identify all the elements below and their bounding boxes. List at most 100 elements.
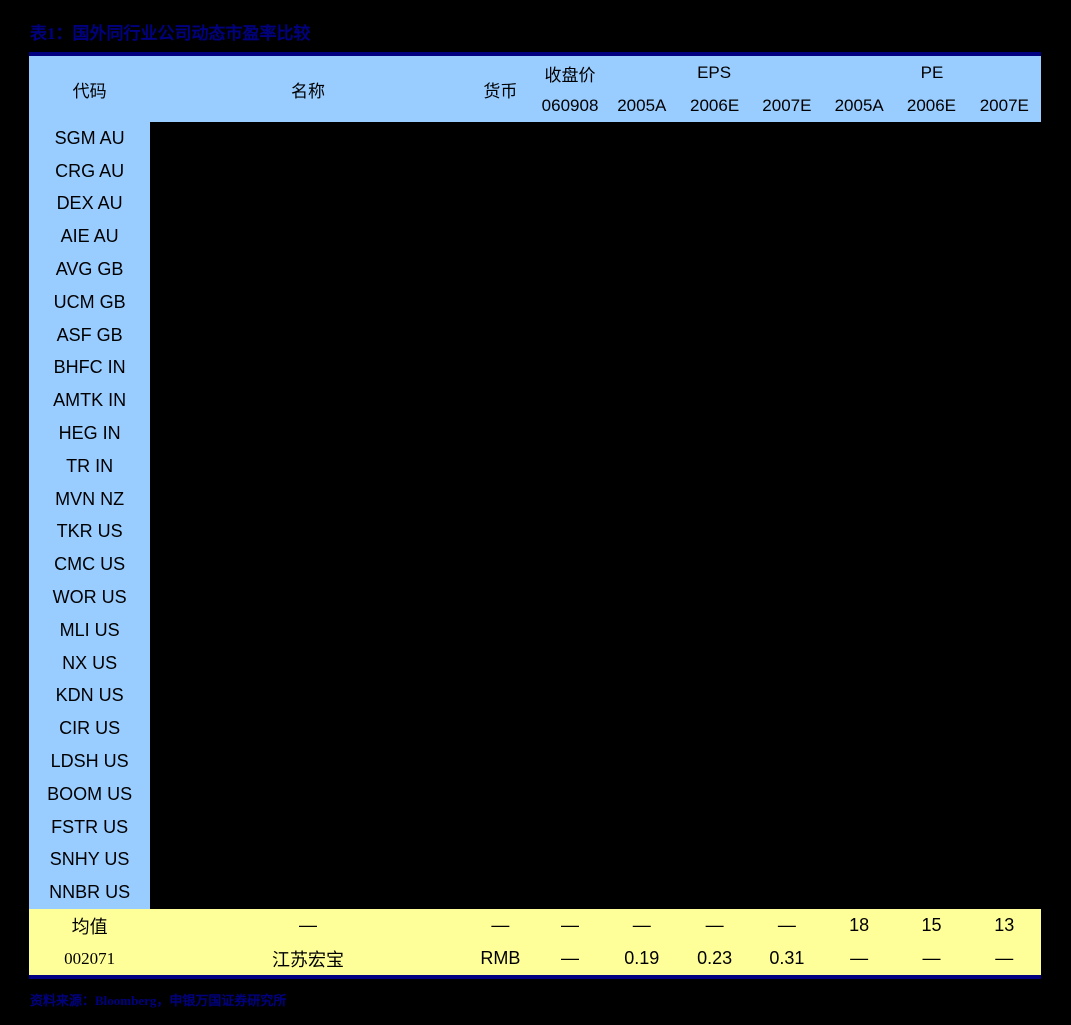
cell-redacted — [150, 843, 1041, 877]
cell-redacted — [150, 351, 1041, 385]
cell-code: AIE AU — [29, 220, 151, 254]
cell-redacted — [150, 449, 1041, 483]
cell-code: ASF GB — [29, 318, 151, 352]
table-row: DEX AU — [29, 187, 1041, 221]
summary-cell-eps-2007e: 0.31 — [750, 942, 824, 978]
summary-row: 均值 — — — — — —18 15 13 — [29, 909, 1041, 943]
header-pe-2007e: 2007E — [967, 90, 1041, 122]
page-title: 表1：国外同行业公司动态市盈率比较 — [30, 24, 311, 43]
table-row: BHFC IN — [29, 351, 1041, 385]
summary-cell-pe-2007e: — — [967, 942, 1041, 978]
summary-row: 002071 江苏宏宝 RMB —0.19 0.23 0.31— — — — [29, 942, 1041, 978]
summary-cell-eps-2007e: — — [750, 909, 824, 943]
summary-cell-eps-2005a: 0.19 — [605, 942, 679, 978]
header-pe-2005a: 2005A — [823, 90, 896, 122]
header-code: 代码 — [29, 54, 151, 122]
summary-cell-eps-2006e: — — [678, 909, 751, 943]
table-body: SGM AU CRG AU DEX AU AIE AU AVG GB UCM GB ASF … — [29, 122, 1041, 910]
table-row: TKR US — [29, 515, 1041, 549]
header-eps-2005a: 2005A — [605, 90, 679, 122]
header-row-secondary: 060908 2005A 2006E 2007E 2005A 2006E 200… — [29, 90, 1041, 122]
comparable-companies-table: 代码 名称 货币 收盘价 EPS PE 060908 2005A 2006E 2… — [29, 52, 1041, 980]
cell-redacted — [150, 679, 1041, 713]
cell-redacted — [150, 810, 1041, 844]
table-row: FSTR US — [29, 810, 1041, 844]
cell-code: BOOM US — [29, 777, 151, 811]
summary-cell-pe-2007e: 13 — [967, 909, 1041, 943]
table-row: ASF GB — [29, 318, 1041, 352]
table-row: NX US — [29, 646, 1041, 680]
table-row: KDN US — [29, 679, 1041, 713]
header-pe-group: PE — [823, 54, 1041, 90]
cell-code: SGM AU — [29, 122, 151, 155]
cell-redacted — [150, 122, 1041, 155]
summary-cell-pe-2006e: — — [895, 942, 968, 978]
summary-cell-currency: RMB — [465, 942, 535, 978]
header-pe-2006e: 2006E — [895, 90, 968, 122]
cell-code: TKR US — [29, 515, 151, 549]
cell-code: CMC US — [29, 548, 151, 582]
table-header: 代码 名称 货币 收盘价 EPS PE 060908 2005A 2006E 2… — [29, 54, 1041, 122]
summary-cell-pe-2005a: — — [823, 942, 896, 978]
cell-code: BHFC IN — [29, 351, 151, 385]
table-row: UCM GB — [29, 285, 1041, 319]
summary-cell-close-price: — — [534, 909, 606, 943]
cell-redacted — [150, 253, 1041, 286]
cell-code: HEG IN — [29, 417, 151, 450]
table-row: AIE AU — [29, 220, 1041, 254]
table-row: LDSH US — [29, 745, 1041, 778]
table-row: TR IN — [29, 449, 1041, 483]
table-row: CIR US — [29, 712, 1041, 746]
cell-code: NNBR US — [29, 876, 151, 910]
cell-code: FSTR US — [29, 810, 151, 844]
table-row: SNHY US — [29, 843, 1041, 877]
cell-redacted — [150, 318, 1041, 352]
cell-redacted — [150, 515, 1041, 549]
cell-redacted — [150, 712, 1041, 746]
table-row: CRG AU — [29, 154, 1041, 188]
cell-code: AMTK IN — [29, 384, 151, 418]
table-row: MLI US — [29, 613, 1041, 647]
cell-code: CIR US — [29, 712, 151, 746]
cell-code: MVN NZ — [29, 482, 151, 516]
header-currency: 货币 — [465, 54, 535, 122]
cell-redacted — [150, 777, 1041, 811]
cell-redacted — [150, 613, 1041, 647]
header-eps-2006e: 2006E — [678, 90, 751, 122]
cell-code: SNHY US — [29, 843, 151, 877]
header-eps-group: EPS — [605, 54, 824, 90]
cell-redacted — [150, 745, 1041, 778]
table-row: HEG IN — [29, 417, 1041, 450]
cell-redacted — [150, 581, 1041, 614]
cell-redacted — [150, 220, 1041, 254]
summary-cell-name: — — [150, 909, 466, 943]
summary-cell-currency: — — [465, 909, 535, 943]
table-row: CMC US — [29, 548, 1041, 582]
summary-cell-eps-2005a: — — [605, 909, 679, 943]
header-row-primary: 代码 名称 货币 收盘价 EPS PE — [29, 54, 1041, 122]
cell-redacted — [150, 187, 1041, 221]
cell-redacted — [150, 876, 1041, 910]
cell-code: KDN US — [29, 679, 151, 713]
table-row: MVN NZ — [29, 482, 1041, 516]
header-close-price: 收盘价 — [534, 54, 606, 90]
cell-code: LDSH US — [29, 745, 151, 778]
cell-code: DEX AU — [29, 187, 151, 221]
table-row: BOOM US — [29, 777, 1041, 811]
cell-code: MLI US — [29, 613, 151, 647]
cell-code: AVG GB — [29, 253, 151, 286]
cell-redacted — [150, 285, 1041, 319]
cell-redacted — [150, 548, 1041, 582]
cell-code: UCM GB — [29, 285, 151, 319]
cell-code: NX US — [29, 646, 151, 680]
table-row: AVG GB — [29, 253, 1041, 286]
table-row: WOR US — [29, 581, 1041, 614]
summary-cell-name: 江苏宏宝 — [150, 942, 466, 978]
cell-redacted — [150, 646, 1041, 680]
summary-cell-code: 002071 — [29, 942, 151, 978]
summary-cell-pe-2005a: 18 — [823, 909, 896, 943]
cell-code: WOR US — [29, 581, 151, 614]
summary-cell-close-price: — — [534, 942, 606, 978]
header-name: 名称 — [150, 54, 466, 122]
table-summary: 均值 — — — — — —18 15 13 002071 江苏宏宝 RMB —0.19 0.23 0.31… — [29, 909, 1041, 978]
